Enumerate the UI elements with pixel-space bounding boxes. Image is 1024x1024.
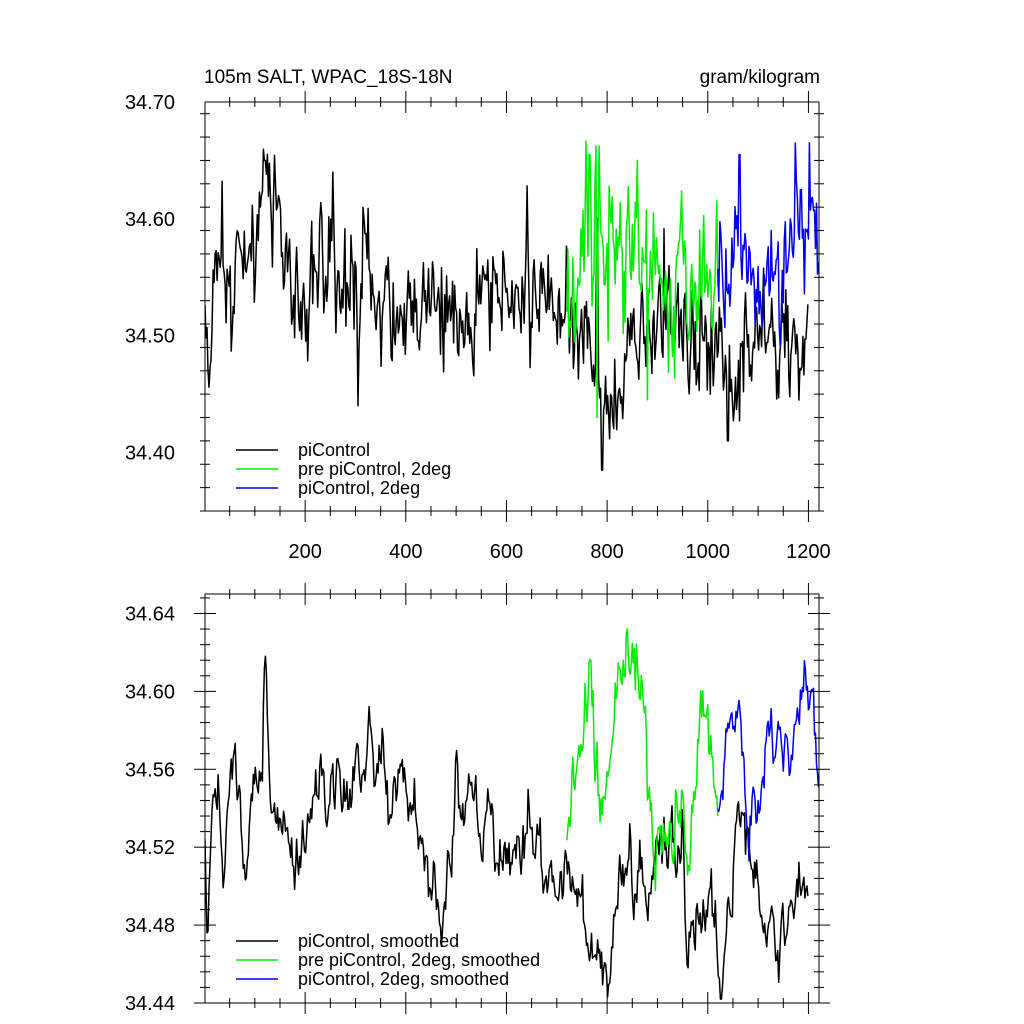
legend-label: piControl, 2deg, smoothed xyxy=(298,969,509,989)
x-tick-label: 1000 xyxy=(686,541,731,563)
series-line-picontrol-2deg-smoothed xyxy=(717,659,819,862)
x-tick-label: 1200 xyxy=(786,541,831,563)
x-tick-label: 600 xyxy=(490,541,523,563)
legend-label: pre piControl, 2deg xyxy=(298,459,451,479)
series-lines xyxy=(205,628,819,1000)
chart-title-left: 105m SALT, WPAC_18S-18N xyxy=(204,67,453,88)
y-tick-label: 34.40 xyxy=(125,443,175,465)
top-panel-raw-series: 200 400 600 800 1000 1200 34.40 34.50 34.60 34.70… xyxy=(125,91,831,563)
y-axis-ticks: 34.40 34.50 34.60 34.70 xyxy=(125,92,824,512)
bottom-panel-smoothed-series: 34.44 34.48 34.52 34.56 34.60 34.64 piControl,… xyxy=(125,583,830,1015)
y-tick-label: 34.60 xyxy=(125,209,175,231)
x-tick-label: 400 xyxy=(389,541,422,563)
x-axis-ticks xyxy=(229,583,809,1014)
series-line-picontrol-2deg xyxy=(717,142,819,348)
y-tick-label: 34.56 xyxy=(125,759,175,781)
y-tick-label: 34.64 xyxy=(125,603,175,625)
y-tick-label: 34.52 xyxy=(125,837,175,859)
legend-label: piControl, 2deg xyxy=(298,478,420,498)
plot-frame xyxy=(204,101,820,512)
chart-title-right: gram/kilogram xyxy=(700,67,820,88)
legend-label: piControl, smoothed xyxy=(298,931,459,951)
plot-frame xyxy=(204,593,820,1004)
x-tick-label: 800 xyxy=(590,541,623,563)
series-line-picontrol xyxy=(205,148,809,471)
y-axis-ticks: 34.44 34.48 34.52 34.56 34.60 34.64 xyxy=(125,597,830,1015)
y-tick-label: 34.44 xyxy=(125,993,175,1015)
series-line-pre-picontrol-2deg-smoothed xyxy=(566,628,719,892)
legend-label: pre piControl, 2deg, smoothed xyxy=(298,950,540,970)
series-line-pre-picontrol-2deg xyxy=(566,140,719,419)
series-line-picontrol-smoothed xyxy=(205,655,809,1000)
y-tick-label: 34.60 xyxy=(125,681,175,703)
y-tick-label: 34.48 xyxy=(125,915,175,937)
x-axis-ticks: 200 400 600 800 1000 1200 xyxy=(229,91,831,563)
x-tick-label: 200 xyxy=(288,541,321,563)
legend-label: piControl xyxy=(298,440,370,460)
y-tick-label: 34.70 xyxy=(125,92,175,114)
series-lines xyxy=(205,140,819,471)
y-tick-label: 34.50 xyxy=(125,326,175,348)
